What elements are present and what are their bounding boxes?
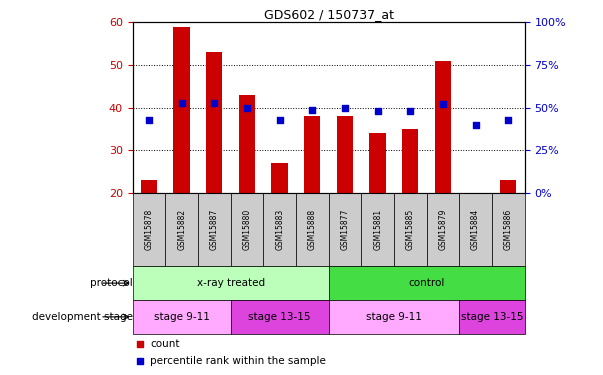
Text: count: count <box>150 339 180 349</box>
Point <box>136 358 145 364</box>
Point <box>340 105 350 111</box>
Text: GSM15887: GSM15887 <box>210 209 219 251</box>
Point <box>504 117 513 123</box>
Text: GSM15883: GSM15883 <box>275 209 284 251</box>
Text: GSM15877: GSM15877 <box>341 209 350 251</box>
Text: GSM15884: GSM15884 <box>471 209 480 251</box>
Point <box>209 100 219 106</box>
Point <box>471 122 481 128</box>
Bar <box>239 95 255 193</box>
Bar <box>296 193 329 266</box>
Bar <box>329 193 361 266</box>
Text: protocol: protocol <box>90 278 133 288</box>
Point <box>136 341 145 347</box>
Bar <box>370 134 386 193</box>
Bar <box>329 300 459 334</box>
Bar <box>165 193 198 266</box>
Bar <box>271 163 288 193</box>
Text: control: control <box>408 278 445 288</box>
Point <box>405 108 415 114</box>
Bar <box>230 193 264 266</box>
Bar <box>174 27 190 193</box>
Point <box>438 101 448 107</box>
Bar <box>394 193 427 266</box>
Text: x-ray treated: x-ray treated <box>197 278 265 288</box>
Bar <box>133 193 165 266</box>
Point <box>177 100 186 106</box>
Text: GSM15880: GSM15880 <box>242 209 251 251</box>
Bar <box>230 300 329 334</box>
Text: GSM15886: GSM15886 <box>504 209 513 251</box>
Bar <box>459 193 492 266</box>
Text: development stage: development stage <box>32 312 133 322</box>
Point <box>308 106 317 112</box>
Bar <box>133 300 230 334</box>
Point <box>373 108 382 114</box>
Text: stage 13-15: stage 13-15 <box>248 312 311 322</box>
Bar <box>361 193 394 266</box>
Bar <box>304 116 320 193</box>
Text: GSM15888: GSM15888 <box>308 209 317 250</box>
Text: GSM15885: GSM15885 <box>406 209 415 251</box>
Point <box>144 117 154 123</box>
Text: GSM15878: GSM15878 <box>145 209 154 251</box>
Bar <box>337 116 353 193</box>
Text: GSM15881: GSM15881 <box>373 209 382 250</box>
Bar <box>198 193 230 266</box>
Bar <box>206 53 223 193</box>
Bar <box>141 180 157 193</box>
Point <box>242 105 252 111</box>
Bar <box>329 266 525 300</box>
Text: stage 9-11: stage 9-11 <box>366 312 422 322</box>
Text: stage 13-15: stage 13-15 <box>461 312 523 322</box>
Bar <box>133 266 329 300</box>
Bar <box>264 193 296 266</box>
Text: percentile rank within the sample: percentile rank within the sample <box>150 356 326 366</box>
Bar <box>402 129 418 193</box>
Bar <box>435 61 451 193</box>
Bar <box>459 300 525 334</box>
Title: GDS602 / 150737_at: GDS602 / 150737_at <box>264 8 394 21</box>
Bar <box>500 180 516 193</box>
Point <box>275 117 285 123</box>
Text: GSM15879: GSM15879 <box>438 209 447 251</box>
Text: GSM15882: GSM15882 <box>177 209 186 250</box>
Bar <box>492 193 525 266</box>
Text: stage 9-11: stage 9-11 <box>154 312 210 322</box>
Bar <box>427 193 459 266</box>
